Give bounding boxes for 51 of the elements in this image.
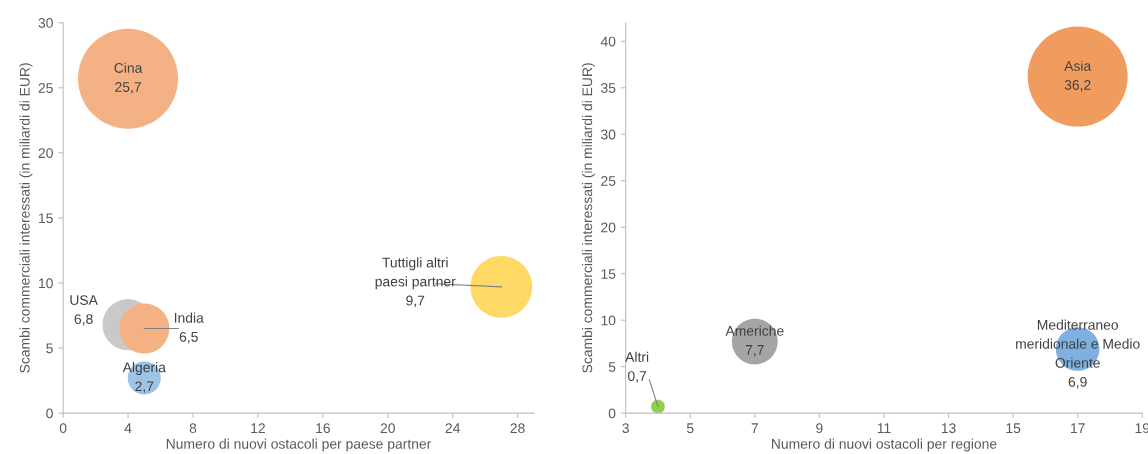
x-tick-label: 16 <box>316 423 330 434</box>
data-label: 6,5 <box>179 331 198 344</box>
y-tick-label: 10 <box>39 278 53 289</box>
series-label: India <box>174 312 204 323</box>
x-tick-label: 12 <box>251 423 265 433</box>
x-tick-label: 9 <box>816 423 823 434</box>
x-tick-label: 7 <box>751 423 758 433</box>
x-tick-label: 15 <box>1006 423 1021 434</box>
x-tick-label: 0 <box>59 423 67 434</box>
y-tick-label: 25 <box>601 176 616 186</box>
x-tick-label: 5 <box>686 423 694 434</box>
x-tick-label: 4 <box>124 423 132 433</box>
data-label: 25,7 <box>115 82 141 94</box>
y-tick-label: 0 <box>608 408 616 419</box>
y-tick-label: 10 <box>601 315 616 326</box>
y-tick-label: 20 <box>38 148 53 159</box>
data-label: 0,7 <box>628 371 647 383</box>
x-tick-label: 20 <box>380 423 395 434</box>
x-axis-title: Numero di nuovi ostacoli per paese partner <box>166 438 432 452</box>
data-label: 6,9 <box>1068 376 1087 389</box>
x-tick-label: 3 <box>622 423 629 434</box>
y-tick-label: 35 <box>601 83 616 93</box>
data-label: 7,7 <box>745 345 764 357</box>
x-tick-label: 28 <box>510 423 525 434</box>
x-tick-label: 8 <box>189 423 197 434</box>
x-tick-label: 24 <box>445 423 460 433</box>
y-tick-label: 20 <box>601 222 616 233</box>
x-axis-title: Numero di nuovi ostacoli per regione <box>772 438 997 452</box>
y-tick-label: 15 <box>601 269 616 279</box>
y-tick-label: 30 <box>601 129 616 140</box>
text: Altri <box>625 351 649 362</box>
y-tick-label: 0 <box>46 408 53 419</box>
series-label: USA <box>70 295 98 305</box>
y-tick-label: 25 <box>38 83 53 93</box>
y-tick-label: 40 <box>600 36 616 47</box>
y-axis-title: Scambi commerciali interessati (in miliardi di EUR) <box>19 63 33 373</box>
y-tick-label: 5 <box>46 343 53 354</box>
y-tick-label: 5 <box>608 362 616 372</box>
y-tick-label: 30 <box>38 18 53 28</box>
series-label: Tuttigli altri paesi partner <box>375 257 456 290</box>
series-label: Cina <box>114 62 143 73</box>
x-tick-label: 13 <box>941 423 956 434</box>
y-axis-title: Scambi commerciali interessati (in miliardi di EUR) <box>581 63 595 373</box>
data-label: 36,2 <box>1064 80 1091 92</box>
data-label: 2,7 <box>135 381 154 393</box>
data-label: 6,8 <box>74 314 93 326</box>
data-label: 9,7 <box>406 295 425 308</box>
series-label: Asia <box>1064 60 1092 71</box>
x-tick-label: 17 <box>1071 423 1085 433</box>
x-tick-label: 11 <box>877 423 891 433</box>
y-tick-label: 15 <box>39 213 53 224</box>
